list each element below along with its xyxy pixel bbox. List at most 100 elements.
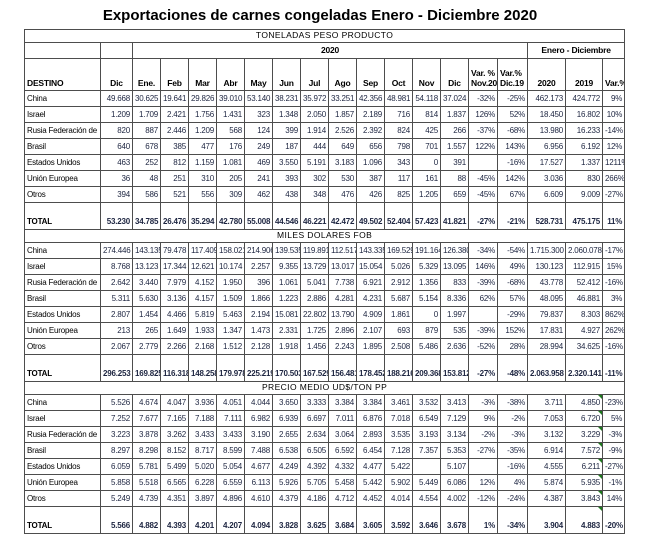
value-cell: 4.909 [356,306,385,323]
column-header: DESTINO [24,58,101,91]
spacer-cell [188,506,217,519]
value-cell: 3.190 [244,426,273,443]
value-cell: 2.189 [356,106,385,123]
value-cell: 13.980 [527,122,566,139]
value-cell: 42.356 [356,90,385,107]
value-cell: 191.164 [412,242,441,259]
total-value-cell: 3.646 [412,519,441,534]
value-cell: 1.159 [188,154,217,171]
value-cell: 7.572 [565,442,603,459]
total-value-cell: 528.731 [527,215,566,230]
value-cell: 5.353 [440,442,469,459]
value-cell: 241 [244,170,273,187]
value-cell: 4.379 [272,490,301,507]
column-header: Mar [188,58,217,91]
value-cell: 7.053 [527,410,566,427]
value-cell: 5.499 [160,458,189,475]
column-header: Var.% Dic.19 [497,58,528,91]
value-cell: 4.554 [412,490,441,507]
spacer-cell [565,354,603,367]
section-title: TONELADAS PESO PRODUCTO [23,29,626,43]
value-cell: 3.223 [100,426,133,443]
spacer-row [24,202,626,215]
value-cell: -25% [497,90,528,107]
destino-cell: Estados Unidos [24,306,101,323]
value-cell: 5.926 [272,474,301,491]
value-cell: 169.529 [384,242,413,259]
value-cell: 13.123 [132,258,161,275]
value-cell: 4.555 [527,458,566,475]
value-cell: 3.532 [412,394,441,411]
value-cell: 8.599 [216,442,245,459]
value-cell: 309 [216,186,245,203]
value-cell: 1.205 [412,186,441,203]
value-cell: 4.014 [384,490,413,507]
value-cell: 8.336 [440,290,469,307]
value-cell: 119.891 [300,242,329,259]
value-cell: 6.113 [244,474,273,491]
value-cell: 48 [132,170,161,187]
value-cell: 1.337 [565,154,603,171]
value-cell: 67% [497,186,528,203]
spacer-cell [497,202,528,215]
value-cell: -68% [497,274,528,291]
total-value-cell: 2.063.958 [527,367,566,382]
value-cell: 438 [272,186,301,203]
value-cell: 88 [440,170,469,187]
value-cell: 426 [356,186,385,203]
value-cell: -17% [601,242,626,259]
table-row: Brasil 5.311 5.630 3.136 4.157 1.509 1.866 1.22… [24,290,626,307]
spacer-cell [132,354,161,367]
value-cell: 2.508 [384,338,413,355]
value-cell: 716 [384,106,413,123]
value-cell: 34.625 [565,338,603,355]
spacer-cell [440,354,469,367]
total-value-cell: 42.780 [216,215,245,230]
column-header: Nov [412,58,441,91]
value-cell: 1.857 [328,106,357,123]
value-cell: 5.458 [328,474,357,491]
spacer-cell [497,506,528,519]
value-cell: 1.454 [132,306,161,323]
table-row: Brasil 8.297 8.298 8.152 8.717 8.599 7.488 6.53… [24,442,626,459]
value-cell: 586 [132,186,161,203]
spacer-cell [601,354,626,367]
value-cell: 6.939 [272,410,301,427]
total-value-cell: 178.452 [356,367,385,382]
value-cell: 12% [468,474,498,491]
value-cell: 812 [160,154,189,171]
table-row: Unión Europea 5.858 5.518 6.565 6.228 6.559 6.… [24,474,626,491]
value-cell: 2.779 [132,338,161,355]
value-cell: 13.095 [440,258,469,275]
value-cell: 4.231 [356,290,385,307]
value-cell: 266% [601,170,626,187]
value-cell: 5.329 [412,258,441,275]
value-cell: 2.896 [328,322,357,339]
value-cell: 17.831 [527,322,566,339]
value-cell: 3.936 [188,394,217,411]
total-row: TOTAL 53.230 34.785 26.476 35.294 42.780 55.00… [24,215,626,230]
value-cell: 7.011 [328,410,357,427]
value-cell: 139.535 [272,242,301,259]
value-cell: 396 [244,274,273,291]
value-cell: 5.422 [384,458,413,475]
spacer-cell [468,354,498,367]
value-cell: 30.625 [132,90,161,107]
total-value-cell: 3.678 [440,519,469,534]
value-cell: 158.021 [216,242,245,259]
value-cell: 1.348 [272,106,301,123]
value-cell [468,154,498,171]
value-cell: 117.409 [188,242,217,259]
total-value-cell: 1% [468,519,498,534]
value-cell: 1.895 [356,338,385,355]
total-value-cell: 169.825 [132,367,161,382]
value-cell: 1.431 [216,106,245,123]
spacer-cell [601,202,626,215]
value-cell: 476 [328,186,357,203]
column-header: Ene. [132,58,161,91]
value-cell: 4.351 [160,490,189,507]
spacer-cell [601,506,626,519]
table-row: Estados Unidos 2.807 1.454 4.466 5.819 5.463 2… [24,306,626,323]
total-label-cell: TOTAL [24,215,101,230]
value-cell: 57% [497,290,528,307]
